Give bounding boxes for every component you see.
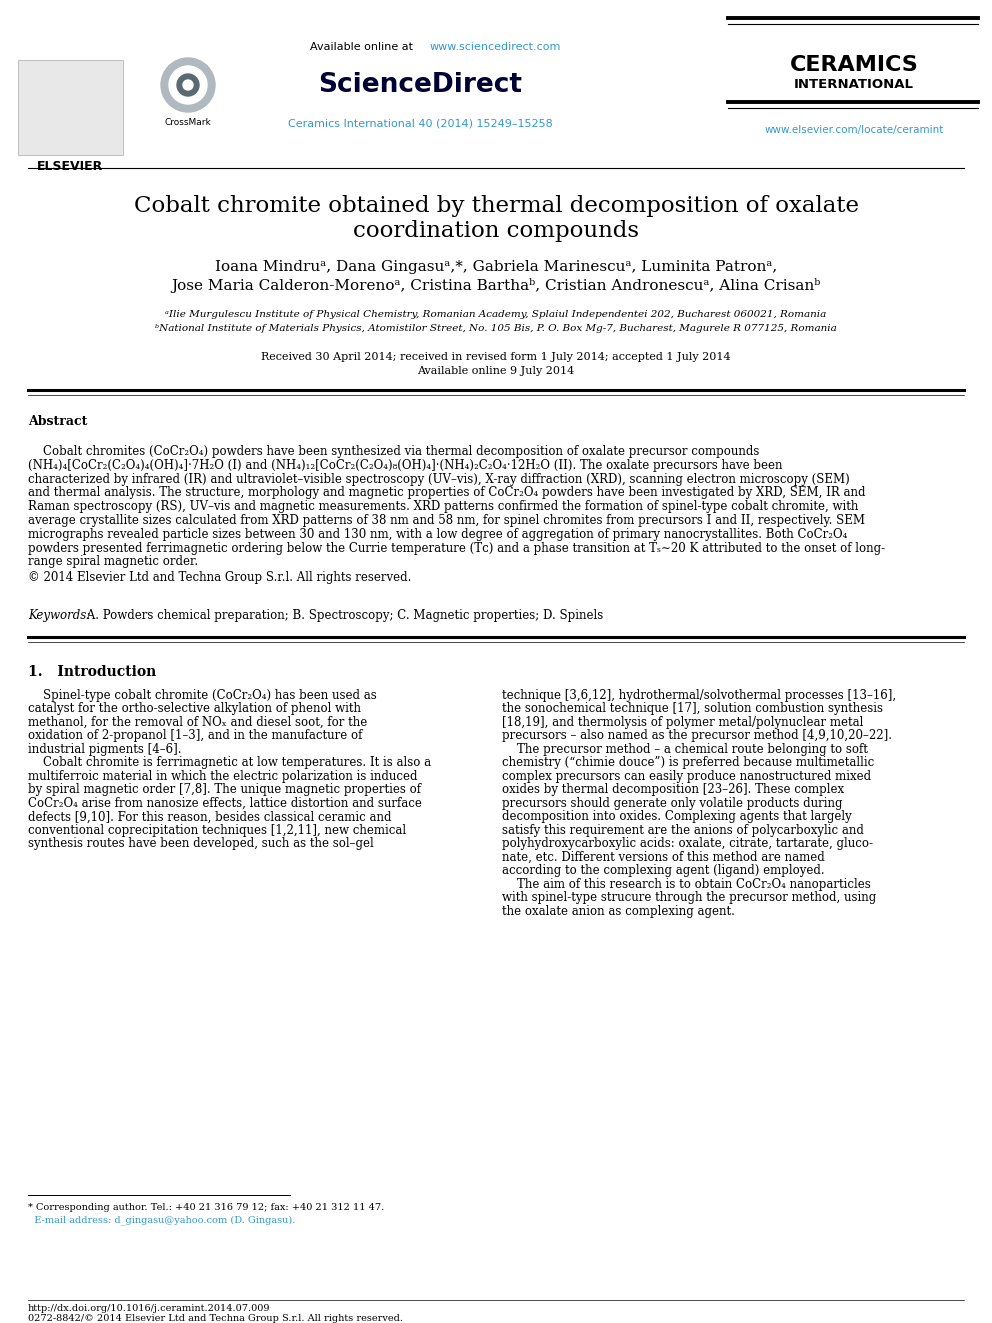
Text: powders presented ferrimagnetic ordering below the Currie temperature (Tᴄ) and a: powders presented ferrimagnetic ordering… (28, 541, 885, 554)
Text: Abstract: Abstract (28, 415, 87, 429)
Text: (NH₄)₄[CoCr₂(C₂O₄)₄(OH)₄]·7H₂O (I) and (NH₄)₁₂[CoCr₂(C₂O₄)₈(OH)₄]·(NH₄)₂C₂O₄·12H: (NH₄)₄[CoCr₂(C₂O₄)₄(OH)₄]·7H₂O (I) and (… (28, 459, 783, 472)
Circle shape (169, 66, 207, 105)
Text: ELSEVIER: ELSEVIER (37, 160, 103, 173)
Text: methanol, for the removal of NOₓ and diesel soot, for the: methanol, for the removal of NOₓ and die… (28, 716, 367, 729)
Text: precursors – also named as the precursor method [4,9,10,20–22].: precursors – also named as the precursor… (502, 729, 892, 742)
Text: 0272-8842/© 2014 Elsevier Ltd and Techna Group S.r.l. All rights reserved.: 0272-8842/© 2014 Elsevier Ltd and Techna… (28, 1314, 403, 1323)
Text: conventional coprecipitation techniques [1,2,11], new chemical: conventional coprecipitation techniques … (28, 824, 406, 837)
Text: the oxalate anion as complexing agent.: the oxalate anion as complexing agent. (502, 905, 735, 918)
Text: The aim of this research is to obtain CoCr₂O₄ nanoparticles: The aim of this research is to obtain Co… (502, 878, 871, 890)
Text: industrial pigments [4–6].: industrial pigments [4–6]. (28, 744, 182, 755)
Text: Available online at: Available online at (310, 42, 417, 52)
Text: ᵃIlie Murgulescu Institute of Physical Chemistry, Romanian Academy, Splaiul Inde: ᵃIlie Murgulescu Institute of Physical C… (166, 310, 826, 319)
Text: with spinel-type strucure through the precursor method, using: with spinel-type strucure through the pr… (502, 892, 876, 905)
Text: 1.   Introduction: 1. Introduction (28, 665, 157, 679)
Text: CoCr₂O₄ arise from nanosize effects, lattice distortion and surface: CoCr₂O₄ arise from nanosize effects, lat… (28, 796, 422, 810)
Text: www.elsevier.com/locate/ceramint: www.elsevier.com/locate/ceramint (764, 124, 943, 135)
Text: INTERNATIONAL: INTERNATIONAL (794, 78, 914, 91)
Text: and thermal analysis. The structure, morphology and magnetic properties of CoCr₂: and thermal analysis. The structure, mor… (28, 487, 865, 499)
Text: The precursor method – a chemical route belonging to soft: The precursor method – a chemical route … (502, 744, 868, 755)
Text: synthesis routes have been developed, such as the sol–gel: synthesis routes have been developed, su… (28, 837, 374, 851)
Text: precursors should generate only volatile products during: precursors should generate only volatile… (502, 796, 842, 810)
Text: CERAMICS: CERAMICS (790, 56, 919, 75)
Circle shape (183, 79, 193, 90)
Text: defects [9,10]. For this reason, besides classical ceramic and: defects [9,10]. For this reason, besides… (28, 811, 392, 823)
Text: © 2014 Elsevier Ltd and Techna Group S.r.l. All rights reserved.: © 2014 Elsevier Ltd and Techna Group S.r… (28, 572, 412, 585)
Text: Cobalt chromite is ferrimagnetic at low temperatures. It is also a: Cobalt chromite is ferrimagnetic at low … (28, 757, 432, 770)
Text: the sonochemical technique [17], solution combustion synthesis: the sonochemical technique [17], solutio… (502, 703, 883, 716)
Text: http://dx.doi.org/10.1016/j.ceramint.2014.07.009: http://dx.doi.org/10.1016/j.ceramint.201… (28, 1304, 271, 1312)
Text: technique [3,6,12], hydrothermal/solvothermal processes [13–16],: technique [3,6,12], hydrothermal/solvoth… (502, 689, 896, 703)
Text: chemistry (“chimie douce”) is preferred because multimetallic: chemistry (“chimie douce”) is preferred … (502, 757, 874, 770)
Text: nate, etc. Different versions of this method are named: nate, etc. Different versions of this me… (502, 851, 824, 864)
Text: Cobalt chromites (CoCr₂O₄) powders have been synthesized via thermal decompositi: Cobalt chromites (CoCr₂O₄) powders have … (28, 445, 759, 458)
Text: multiferroic material in which the electric polarization is induced: multiferroic material in which the elect… (28, 770, 418, 783)
Text: satisfy this requirement are the anions of polycarboxylic and: satisfy this requirement are the anions … (502, 824, 864, 837)
Text: by spiral magnetic order [7,8]. The unique magnetic properties of: by spiral magnetic order [7,8]. The uniq… (28, 783, 421, 796)
Text: ScienceDirect: ScienceDirect (318, 71, 522, 98)
Text: * Corresponding author. Tel.: +40 21 316 79 12; fax: +40 21 312 11 47.: * Corresponding author. Tel.: +40 21 316… (28, 1203, 384, 1212)
Text: CrossMark: CrossMark (165, 118, 211, 127)
Text: oxidation of 2-propanol [1–3], and in the manufacture of: oxidation of 2-propanol [1–3], and in th… (28, 729, 362, 742)
Circle shape (161, 58, 215, 112)
Text: Cobalt chromite obtained by thermal decomposition of oxalate: Cobalt chromite obtained by thermal deco… (134, 194, 858, 217)
Circle shape (177, 74, 199, 97)
Text: range spiral magnetic order.: range spiral magnetic order. (28, 556, 198, 569)
Text: Available online 9 July 2014: Available online 9 July 2014 (418, 366, 574, 376)
Text: average crystallite sizes calculated from XRD patterns of 38 nm and 58 nm, for s: average crystallite sizes calculated fro… (28, 515, 865, 527)
Text: www.sciencedirect.com: www.sciencedirect.com (430, 42, 561, 52)
Text: Ceramics International 40 (2014) 15249–15258: Ceramics International 40 (2014) 15249–1… (288, 118, 553, 128)
Text: catalyst for the ortho-selective alkylation of phenol with: catalyst for the ortho-selective alkylat… (28, 703, 361, 716)
Text: ᵇNational Institute of Materials Physics, Atomistilor Street, No. 105 Bis, P. O.: ᵇNational Institute of Materials Physics… (155, 324, 837, 333)
Text: A. Powders chemical preparation; B. Spectroscopy; C. Magnetic properties; D. Spi: A. Powders chemical preparation; B. Spec… (83, 609, 603, 622)
Text: according to the complexing agent (ligand) employed.: according to the complexing agent (ligan… (502, 864, 824, 877)
Text: characterized by infrared (IR) and ultraviolet–visible spectroscopy (UV–vis), X-: characterized by infrared (IR) and ultra… (28, 472, 850, 486)
Text: decomposition into oxides. Complexing agents that largely: decomposition into oxides. Complexing ag… (502, 811, 852, 823)
Text: polyhydroxycarboxylic acids: oxalate, citrate, tartarate, gluco-: polyhydroxycarboxylic acids: oxalate, ci… (502, 837, 873, 851)
Text: E-mail address: d_gingasu@yahoo.com (D. Gingasu).: E-mail address: d_gingasu@yahoo.com (D. … (28, 1215, 296, 1225)
Text: coordination compounds: coordination compounds (353, 220, 639, 242)
Text: Received 30 April 2014; received in revised form 1 July 2014; accepted 1 July 20: Received 30 April 2014; received in revi… (261, 352, 731, 363)
Text: Jose Maria Calderon-Morenoᵃ, Cristina Barthaᵇ, Cristian Andronescuᵃ, Alina Crisa: Jose Maria Calderon-Morenoᵃ, Cristina Ba… (172, 278, 820, 292)
Text: Ioana Mindruᵃ, Dana Gingasuᵃ,*, Gabriela Marinescuᵃ, Luminita Patronᵃ,: Ioana Mindruᵃ, Dana Gingasuᵃ,*, Gabriela… (215, 261, 777, 274)
Text: oxides by thermal decomposition [23–26]. These complex: oxides by thermal decomposition [23–26].… (502, 783, 844, 796)
Text: Raman spectroscopy (RS), UV–vis and magnetic measurements. XRD patterns confirme: Raman spectroscopy (RS), UV–vis and magn… (28, 500, 858, 513)
Text: complex precursors can easily produce nanostructured mixed: complex precursors can easily produce na… (502, 770, 871, 783)
Text: Spinel-type cobalt chromite (CoCr₂O₄) has been used as: Spinel-type cobalt chromite (CoCr₂O₄) ha… (28, 689, 377, 703)
Bar (18, 60, 123, 155)
Text: [18,19], and thermolysis of polymer metal/polynuclear metal: [18,19], and thermolysis of polymer meta… (502, 716, 863, 729)
Text: micrographs revealed particle sizes between 30 and 130 nm, with a low degree of : micrographs revealed particle sizes betw… (28, 528, 847, 541)
Text: Keywords:: Keywords: (28, 609, 90, 622)
